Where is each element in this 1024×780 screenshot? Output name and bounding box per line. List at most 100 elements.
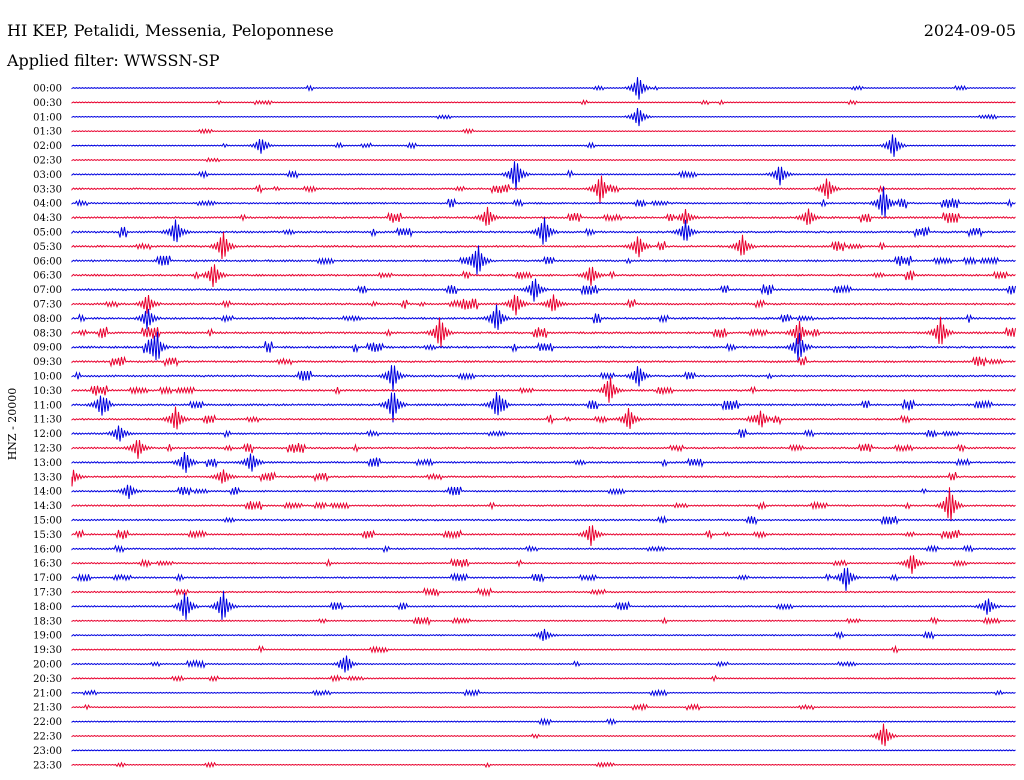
seismic-trace-line <box>71 555 1016 574</box>
seismic-trace-line <box>71 108 1016 127</box>
seismic-trace-line <box>71 484 1016 500</box>
row-time-label: 14:00 <box>33 487 62 498</box>
seismic-trace-line <box>71 245 1016 275</box>
date-label: 2024-09-05 <box>924 21 1016 40</box>
row-time-label: 07:30 <box>33 300 62 311</box>
row-time-label: 20:30 <box>33 674 62 685</box>
row-time-label: 15:00 <box>33 516 62 527</box>
row-time-label: 13:00 <box>33 458 62 469</box>
row-time-label: 05:00 <box>33 228 62 239</box>
row-time-label: 20:00 <box>33 660 62 671</box>
seismic-trace-line <box>71 206 1016 226</box>
seismic-trace-line <box>71 761 1016 769</box>
seismic-trace-line <box>71 425 1016 442</box>
row-time-label: 09:00 <box>33 343 62 354</box>
row-time-label: 13:30 <box>33 472 62 483</box>
seismic-trace-line <box>71 525 1016 546</box>
seismic-trace-line <box>71 355 1016 368</box>
row-time-label: 05:30 <box>33 242 62 253</box>
seismic-trace-line <box>71 175 1016 203</box>
row-time-label: 03:30 <box>33 184 62 195</box>
row-time-label: 15:30 <box>33 530 62 541</box>
seismic-trace-line <box>71 316 1016 348</box>
row-time-label: 03:00 <box>33 170 62 181</box>
row-time-label: 19:00 <box>33 631 62 642</box>
row-time-label: 00:00 <box>33 84 62 95</box>
seismic-trace-line <box>71 749 1016 752</box>
seismic-trace-line <box>71 440 1016 459</box>
seismic-trace-line <box>71 644 1016 654</box>
seismic-trace-line <box>71 655 1016 673</box>
row-time-label: 21:00 <box>33 688 62 699</box>
row-time-label: 09:30 <box>33 357 62 368</box>
seismic-trace-line <box>71 487 1016 522</box>
row-time-label: 16:30 <box>33 559 62 570</box>
seismic-trace-line <box>71 616 1016 626</box>
row-time-label: 12:00 <box>33 429 62 440</box>
row-time-label: 01:30 <box>33 127 62 138</box>
seismic-trace-line <box>71 674 1016 683</box>
seismic-trace-line <box>71 392 1016 423</box>
seismic-trace-line <box>71 628 1016 641</box>
row-time-label: 22:30 <box>33 732 62 743</box>
row-time-label: 01:00 <box>33 112 62 123</box>
row-time-label: 23:30 <box>33 760 62 771</box>
trace-group <box>71 77 1016 769</box>
seismic-trace-line <box>71 294 1016 316</box>
row-time-label: 17:00 <box>33 573 62 584</box>
seismic-trace-line <box>71 156 1016 163</box>
row-time-label: 04:00 <box>33 199 62 210</box>
seismic-trace-line <box>71 586 1016 598</box>
seismic-trace-line <box>71 451 1016 473</box>
seismic-trace-line <box>71 365 1016 392</box>
row-time-label: 04:30 <box>33 213 62 224</box>
seismic-trace-line <box>71 331 1016 361</box>
row-time-label: 10:00 <box>33 372 62 383</box>
seismic-trace-line <box>71 514 1016 526</box>
seismic-trace-line <box>71 590 1016 620</box>
seismic-trace-line <box>71 264 1016 288</box>
seismic-trace-line <box>71 702 1016 712</box>
seismic-trace-line <box>71 717 1016 727</box>
seismic-trace-line <box>71 77 1016 100</box>
seismic-trace-line <box>71 723 1016 747</box>
row-time-label: 16:00 <box>33 544 62 555</box>
row-time-label: 11:00 <box>33 400 62 411</box>
row-time-label: 11:30 <box>33 415 62 426</box>
row-time-label: 18:00 <box>33 602 62 613</box>
seismic-trace-line <box>71 186 1016 218</box>
seismic-trace-line <box>71 544 1016 554</box>
seismic-trace-line <box>71 406 1016 430</box>
row-time-label: 06:30 <box>33 271 62 282</box>
row-time-label: 02:30 <box>33 156 62 167</box>
row-time-label: 07:00 <box>33 285 62 296</box>
seismic-trace-line <box>71 127 1016 135</box>
row-time-label: 12:30 <box>33 444 62 455</box>
row-time-label: 19:30 <box>33 645 62 656</box>
seismic-trace-line <box>71 217 1016 245</box>
row-time-label: 08:30 <box>33 328 62 339</box>
row-time-label: 21:30 <box>33 703 62 714</box>
filter-label: Applied filter: WWSSN-SP <box>6 51 220 70</box>
row-time-label: 18:30 <box>33 616 62 627</box>
seismic-trace-line <box>71 304 1016 330</box>
y-axis-label: HNZ - 20000 <box>6 388 19 461</box>
seismic-trace-line <box>71 469 1016 487</box>
row-time-label: 08:00 <box>33 314 62 325</box>
row-time-label: 02:00 <box>33 141 62 152</box>
seismic-trace-line <box>71 278 1016 302</box>
seismic-trace-line <box>71 231 1016 260</box>
seismic-trace-line <box>71 688 1016 698</box>
row-time-label: 06:00 <box>33 256 62 267</box>
row-time-label: 23:00 <box>33 746 62 757</box>
seismic-trace-line <box>71 99 1016 106</box>
row-time-label: 14:30 <box>33 501 62 512</box>
row-time-label: 10:30 <box>33 386 62 397</box>
row-time-label: 00:30 <box>33 98 62 109</box>
seismic-trace-line <box>71 567 1016 591</box>
seismic-trace-line <box>71 161 1016 191</box>
tick-label-group: 00:00 00:30 01:00 01:30 02:00 02:30 03:00 03:30… <box>33 84 62 772</box>
row-time-label: 17:30 <box>33 588 62 599</box>
seismic-trace-line <box>71 134 1016 157</box>
